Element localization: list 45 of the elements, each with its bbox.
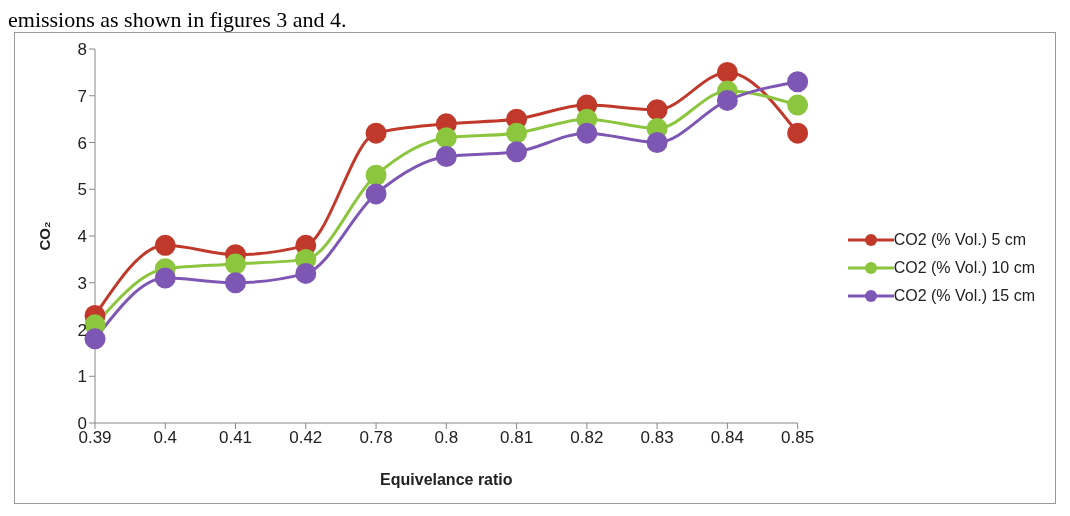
point [435,127,457,149]
y-tick-label: 7 [77,86,87,106]
point [506,122,528,144]
y-tick-label: 5 [77,180,87,200]
y-tick-label: 2 [77,320,87,340]
x-tick-label: 0.42 [289,428,323,448]
x-tick-label: 0.41 [218,428,253,448]
x-tick-label: 0.84 [710,428,744,448]
x-tick-label: 0.81 [500,428,534,448]
point [154,234,176,256]
x-axis-title: Equivelance ratio [380,471,513,488]
legend-label: CO2 (% Vol.) 15 cm [893,287,1035,305]
y-tick-label: 6 [77,133,87,153]
point [576,122,598,144]
point [646,99,668,121]
point [646,132,668,153]
legend-label: CO2 (% Vol.) 10 cm [893,259,1035,277]
y-tick-label: 4 [77,227,87,247]
point [225,253,247,275]
point [295,262,317,284]
y-tick-label: 8 [77,40,87,60]
text: emissions as shown in figures 3 and 4. [8,7,348,32]
x-tick-label: 0.83 [640,428,674,448]
x-tick-label: 0.8 [434,428,459,448]
y-axis-title: CO₂ [36,221,54,251]
point [716,61,738,83]
x-tick-label: 0.82 [570,428,604,448]
point [787,71,809,93]
point [716,89,738,111]
x-tick-label: 0.85 [781,428,815,448]
point [787,94,809,116]
point [435,146,457,168]
point [506,141,528,163]
point [225,272,247,294]
point [154,267,176,289]
point [84,328,106,350]
legend-label: CO2 (% Vol.) 5 cm [893,231,1027,249]
x-tick-label: 0.4 [153,428,178,448]
point [787,122,809,144]
x-tick-label: 0.78 [359,428,393,448]
point [365,183,387,205]
point [365,122,387,144]
y-tick-label: 1 [77,367,87,387]
point [365,164,387,186]
y-tick-label: 3 [77,273,87,293]
